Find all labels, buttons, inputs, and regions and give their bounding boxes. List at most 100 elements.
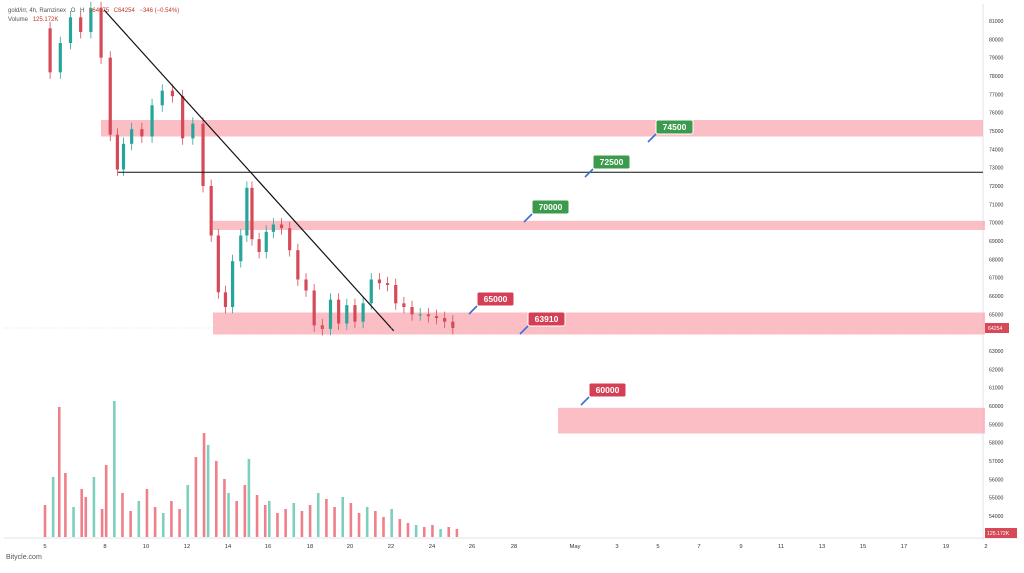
volume-bar	[145, 489, 149, 537]
x-tick-label: 20	[347, 544, 353, 550]
volume-bar	[284, 509, 287, 537]
volume-badge-label: 125.172K	[987, 531, 1010, 537]
candle-body	[320, 325, 324, 329]
volume-badge	[985, 528, 1017, 538]
callout-text: 63910	[535, 314, 559, 324]
callout-text: 70000	[539, 202, 563, 212]
volume-bar	[121, 493, 124, 537]
volume-bar	[129, 511, 132, 537]
volume-bar	[92, 477, 96, 537]
watermark: Bitycle.com	[6, 554, 42, 561]
candle-body	[201, 123, 205, 186]
candle-body	[68, 17, 73, 43]
volume-bar	[357, 513, 361, 537]
x-tick-label: 24	[429, 544, 436, 550]
candle-body	[130, 129, 134, 144]
trendline	[103, 9, 395, 332]
candle-body	[271, 224, 275, 232]
candle-body	[426, 314, 430, 317]
volume-bar	[431, 525, 434, 537]
candle-body	[89, 8, 93, 32]
low-label: L64075	[89, 8, 110, 14]
x-tick-label: 18	[307, 544, 313, 550]
volume-bar	[84, 497, 88, 537]
y-tick-label: 71000	[989, 202, 1004, 208]
candle-body	[345, 305, 349, 324]
volume-bar	[161, 513, 165, 537]
x-tick-label: 3	[615, 544, 618, 550]
volume-bar	[214, 461, 218, 537]
annotations-layer[interactable]: 74500 72500 70000 65000 63910 60000	[468, 119, 694, 406]
callout-box	[588, 382, 627, 398]
y-tick-label: 54000	[989, 514, 1004, 520]
y-tick-label: 56000	[989, 477, 1004, 483]
volume-bar	[202, 433, 206, 537]
price-label-63910[interactable]: 63910	[519, 311, 566, 335]
callout-text: 72500	[600, 157, 624, 167]
callout-pointer	[523, 213, 533, 223]
callout-box	[476, 291, 515, 307]
volume-bar	[422, 527, 426, 537]
y-tick-label: 63000	[989, 349, 1004, 355]
volume-bar	[447, 527, 451, 537]
candle-body	[181, 96, 185, 139]
callout-box	[531, 199, 570, 215]
candle-body	[150, 105, 154, 137]
x-tick-label: 22	[388, 544, 394, 550]
header-row-volume: Volume 125.172K	[8, 16, 182, 25]
volume-bar	[276, 513, 279, 537]
volume-bar	[365, 507, 369, 537]
candle-body	[264, 231, 268, 252]
volume-title[interactable]: Volume	[8, 17, 29, 23]
y-tick-label: 79000	[989, 56, 1004, 62]
price-label-70000[interactable]: 70000	[523, 199, 570, 223]
volume-bar	[341, 497, 345, 537]
volume-bar	[398, 519, 402, 537]
callout-text: 74500	[663, 122, 687, 132]
volume-bar	[316, 493, 320, 537]
candles-layer	[48, 1, 455, 336]
candle-body	[279, 224, 284, 229]
candle-body	[170, 90, 175, 97]
candle-body	[115, 134, 119, 170]
volume-bar	[414, 525, 418, 537]
callout-box	[527, 311, 566, 327]
volume-layer	[43, 401, 459, 537]
candle-body	[99, 8, 103, 58]
y-tick-label: 77000	[989, 92, 1004, 98]
candle-body	[296, 250, 300, 280]
y-tick-label: 65000	[989, 312, 1004, 318]
callout-pointer	[468, 305, 478, 315]
x-tick-label: 15	[860, 544, 866, 550]
candle-body	[216, 235, 220, 293]
volume-bar	[406, 523, 410, 537]
volume-bar	[194, 457, 198, 537]
volume-bar	[235, 501, 238, 537]
candle-body	[48, 28, 52, 73]
x-tick-label: May	[570, 544, 581, 550]
volume-bar	[349, 503, 353, 537]
symbol-label[interactable]: gold/irr, 4h, Ramzinex	[8, 8, 67, 14]
price-label-74500[interactable]: 74500	[647, 119, 694, 143]
candle-body	[353, 305, 357, 322]
y-tick-label: 80000	[989, 37, 1004, 43]
candle-body	[337, 299, 341, 324]
price-label-65000[interactable]: 65000	[468, 291, 515, 315]
volume-bar	[333, 507, 336, 537]
volume-bar	[308, 505, 312, 537]
volume-bar	[80, 489, 84, 537]
support-resistance-zone	[558, 407, 985, 434]
volume-bar	[206, 445, 210, 537]
volume-bar	[243, 485, 247, 537]
y-tick-label: 67000	[989, 276, 1004, 282]
open-label: O	[70, 8, 76, 14]
x-tick-label: 14	[225, 544, 232, 550]
price-label-72500[interactable]: 72500	[584, 154, 631, 178]
price-label-60000[interactable]: 60000	[580, 382, 627, 406]
volume-bar	[113, 401, 116, 537]
last-price-label: 64254	[988, 326, 1003, 332]
volume-bar	[223, 479, 226, 537]
y-tick-label: 62000	[989, 367, 1004, 373]
y-tick-label: 81000	[989, 19, 1004, 25]
